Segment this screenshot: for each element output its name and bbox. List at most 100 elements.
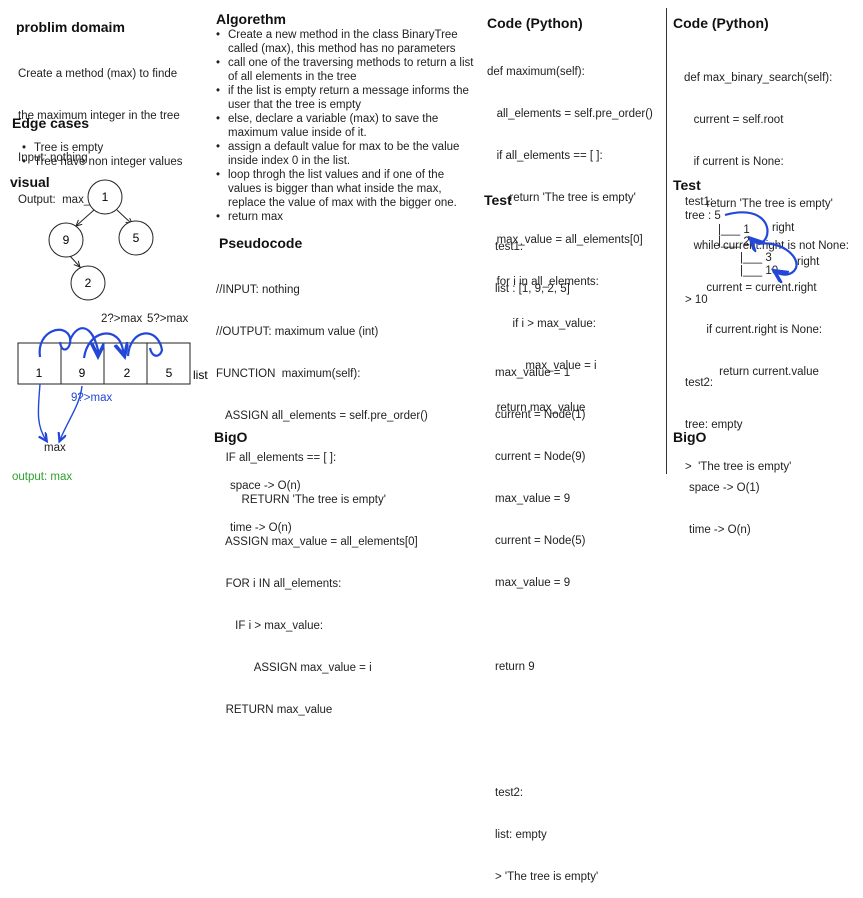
test-line bbox=[495, 744, 598, 758]
test-title-2: Test bbox=[673, 177, 701, 193]
code-line: current = current.right bbox=[684, 282, 817, 294]
test-line: max_value = 1 bbox=[495, 367, 571, 379]
list-item: loop throgh the list values and if one o… bbox=[214, 168, 476, 210]
array: 1 9 2 5 list bbox=[17, 342, 208, 385]
array-value: 2 bbox=[124, 366, 131, 380]
code-line: all_elements = self.pre_order() bbox=[487, 108, 653, 120]
bigo-block-2: space -> O(1) time -> O(n) bbox=[689, 453, 760, 551]
algorithm-list: Create a new method in the class BinaryT… bbox=[214, 28, 476, 224]
test-line: list : [1, 9, 2, 5] bbox=[495, 283, 570, 295]
tree-line: tree : 5 bbox=[685, 210, 721, 222]
test-line bbox=[495, 324, 598, 338]
visual-diagram: 1 9 5 2 1 9 2 5 list 2?>max 5?>max 9?>ma… bbox=[17, 179, 208, 454]
problem-domain-title: problim domaim bbox=[16, 19, 125, 35]
list-item: Create a new method in the class BinaryT… bbox=[214, 28, 476, 56]
bigo-block: space -> O(n) time -> O(n) bbox=[230, 451, 301, 549]
pseudocode-title: Pseudocode bbox=[219, 235, 303, 251]
bigo-line: space -> O(1) bbox=[689, 482, 760, 494]
algorithm-title: Algorethm bbox=[216, 11, 286, 27]
loop-arrow bbox=[68, 327, 98, 354]
test-line: current = Node(9) bbox=[495, 451, 586, 463]
tree-node: 1 bbox=[87, 179, 123, 215]
tree-edge bbox=[116, 209, 132, 224]
test-line: max_value = 9 bbox=[495, 493, 571, 505]
code-line: if i > max_value: bbox=[487, 318, 596, 330]
column-divider bbox=[666, 8, 667, 474]
tree-traversal-arrows bbox=[724, 211, 798, 290]
test-line: test2: bbox=[685, 377, 714, 389]
code-line: for i in all_elements: bbox=[487, 276, 599, 288]
test-line bbox=[495, 618, 598, 632]
tree-row: |___ 3 bbox=[740, 252, 772, 264]
pseudo-line: FUNCTION maximum(self): bbox=[216, 368, 361, 380]
code-line: if all_elements == [ ]: bbox=[487, 150, 603, 162]
list-item: return max bbox=[214, 210, 476, 224]
pseudo-line: IF all_elements == [ ]: bbox=[216, 452, 337, 464]
array-value: 9 bbox=[79, 366, 86, 380]
bigo-title-2: BigO bbox=[673, 429, 707, 445]
bigo-line: space -> O(n) bbox=[230, 480, 301, 492]
test-title: Test bbox=[484, 192, 512, 208]
code-line: return current.value bbox=[684, 366, 819, 378]
test-line: return 9 bbox=[495, 661, 535, 673]
test-line: max_value = 9 bbox=[495, 577, 571, 589]
list-item: if the list is empty return a message in… bbox=[214, 84, 476, 112]
code-line: return 'The tree is empty' bbox=[487, 192, 636, 204]
tree-node: 5 bbox=[118, 220, 154, 256]
test-line: list: empty bbox=[495, 829, 547, 841]
array-label: list bbox=[193, 368, 208, 382]
pseudo-line: RETURN max_value bbox=[216, 704, 333, 716]
test-block: test1: list : [1, 9, 2, 5] max_value = 1… bbox=[495, 212, 598, 898]
tree-edge bbox=[69, 255, 80, 267]
loop-arrow bbox=[126, 332, 164, 357]
code-line: return 'The tree is empty' bbox=[684, 198, 833, 210]
down-arrow bbox=[37, 383, 46, 440]
array-value: 1 bbox=[36, 366, 43, 380]
output-label: output: max bbox=[12, 471, 73, 483]
bigo-line: time -> O(n) bbox=[689, 524, 751, 536]
list-item: Tree have non integer values bbox=[20, 155, 220, 169]
traversal-arrow bbox=[724, 211, 769, 243]
node-label: 5 bbox=[133, 231, 140, 245]
compare-label: 2?>max bbox=[101, 313, 142, 325]
test-line: > 'The tree is empty' bbox=[495, 871, 599, 883]
test-line: current = Node(1) bbox=[495, 409, 586, 421]
node-label: 1 bbox=[102, 190, 109, 204]
code-line: if current.right is None: bbox=[684, 324, 823, 336]
pseudo-line: ASSIGN max_value = i bbox=[216, 662, 372, 674]
loop-arrow bbox=[82, 332, 124, 359]
test1-label: test1: bbox=[685, 196, 714, 208]
array-value: 5 bbox=[166, 366, 173, 380]
pseudo-line: ASSIGN all_elements = self.pre_order() bbox=[216, 410, 428, 422]
code-title: Code (Python) bbox=[487, 15, 583, 31]
code-line: def max_binary_search(self): bbox=[684, 72, 833, 84]
test-line: test2: bbox=[495, 787, 524, 799]
test-line bbox=[495, 702, 598, 716]
code-title-2: Code (Python) bbox=[673, 15, 769, 31]
edge-cases-list: Tree is empty Tree have non integer valu… bbox=[20, 141, 220, 169]
code-line: current = self.root bbox=[684, 114, 784, 126]
down-arrow bbox=[60, 385, 83, 440]
list-item: else, declare a variable (max) to save t… bbox=[214, 112, 476, 140]
tree-row: |___ 1 bbox=[718, 224, 750, 236]
edge-cases-title: Edge cases bbox=[12, 115, 90, 131]
problem-line: Create a method (max) to finde bbox=[18, 68, 178, 80]
list-item: call one of the traversing methods to re… bbox=[214, 56, 476, 84]
tree-row: |___ 2 bbox=[718, 236, 750, 248]
test1-result: > 10 bbox=[685, 294, 708, 306]
code-line: return max_value bbox=[487, 402, 586, 414]
compare-label-blue: 9?>max bbox=[71, 392, 112, 404]
pseudo-line: //OUTPUT: maximum value (int) bbox=[216, 326, 379, 338]
compare-label: 5?>max bbox=[147, 313, 188, 325]
array-cell bbox=[146, 342, 191, 385]
bigo-line: time -> O(n) bbox=[230, 522, 292, 534]
visual-title: visual bbox=[10, 174, 50, 190]
tree-node: 2 bbox=[70, 265, 106, 301]
test-line: current = Node(5) bbox=[495, 535, 586, 547]
code-line: if current is None: bbox=[684, 156, 784, 168]
problem-line: the maximum integer in the tree bbox=[18, 110, 180, 122]
problem-description: Create a method (max) to finde the maxim… bbox=[18, 39, 180, 221]
right-label: right bbox=[797, 256, 820, 268]
test-line: tree: empty bbox=[685, 419, 743, 431]
pseudo-line: FOR i IN all_elements: bbox=[216, 578, 342, 590]
